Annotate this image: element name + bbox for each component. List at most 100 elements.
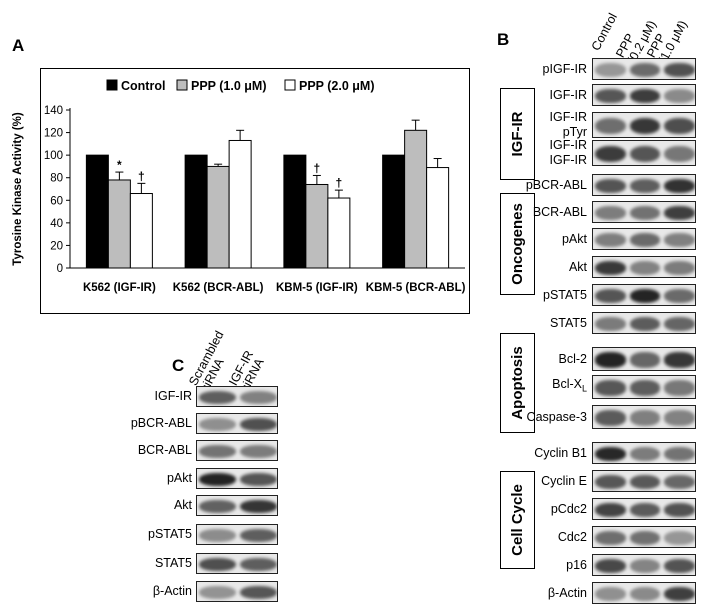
band <box>595 288 626 304</box>
y-tick-label: 0 <box>57 263 63 275</box>
band <box>629 178 661 194</box>
band <box>629 288 661 304</box>
panel-c-lane-header: Scrambled siRNA <box>186 328 227 394</box>
band <box>629 117 661 135</box>
band <box>199 472 236 487</box>
band <box>629 474 661 490</box>
band <box>240 472 277 487</box>
blot-row-label: pSTAT5 <box>148 527 192 541</box>
western-blot <box>592 554 696 576</box>
band <box>664 410 695 426</box>
band <box>664 316 695 332</box>
band <box>664 62 695 78</box>
band <box>629 586 661 602</box>
western-blot <box>592 347 696 371</box>
y-tick-label: 40 <box>50 218 63 230</box>
band <box>595 352 626 368</box>
band <box>199 390 236 405</box>
band <box>629 502 661 518</box>
bar <box>404 129 428 269</box>
band <box>199 499 236 514</box>
band <box>595 232 626 248</box>
band <box>199 444 236 459</box>
band <box>664 352 695 368</box>
blot-row-label: Cdc2 <box>557 529 587 544</box>
panel-a-letter: A <box>12 36 25 55</box>
y-tick-label: 20 <box>50 240 63 252</box>
blot-row-label: STAT5 <box>154 556 192 570</box>
western-blot <box>196 386 278 407</box>
blot-row-label: IGF-IR pTyr <box>549 110 588 139</box>
band <box>629 260 661 276</box>
bar <box>129 193 153 269</box>
blot-row-label: STAT5 <box>549 315 587 330</box>
legend-swatch <box>284 79 296 91</box>
band <box>629 62 661 78</box>
bar <box>382 154 406 269</box>
band <box>595 502 626 518</box>
group-box <box>500 88 535 180</box>
band <box>199 585 236 600</box>
bar <box>327 197 351 269</box>
panel-c-letter: C <box>172 356 185 375</box>
band <box>595 178 626 194</box>
legend-label: PPP (2.0 μM) <box>299 79 375 93</box>
band <box>595 316 626 332</box>
group-title: Oncogenes <box>508 203 526 285</box>
band <box>595 474 626 490</box>
blot-row-label: pBCR-ABL <box>130 416 192 430</box>
western-blot <box>592 228 696 250</box>
band <box>664 88 695 104</box>
band <box>199 417 236 432</box>
band <box>595 410 626 426</box>
category-label: K562 (IGF-IR) <box>83 282 156 294</box>
blot-row-label: pIGF-IR <box>542 61 587 76</box>
western-blot <box>592 140 696 166</box>
y-tick-label: 100 <box>44 150 63 162</box>
western-blot <box>592 58 696 80</box>
western-blot <box>196 524 278 545</box>
western-blot <box>592 405 696 429</box>
blot-row-label: Bcl-2 <box>558 351 587 366</box>
band <box>664 530 695 546</box>
band <box>664 288 695 304</box>
western-blot <box>196 495 278 516</box>
band <box>199 528 236 543</box>
group-title: Cell Cycle <box>508 484 526 556</box>
group-box <box>500 193 535 295</box>
band <box>629 352 661 368</box>
band <box>629 446 661 462</box>
western-blot <box>592 442 696 464</box>
y-tick-label: 120 <box>44 128 63 140</box>
bar <box>228 139 252 269</box>
band <box>240 557 277 572</box>
band <box>595 530 626 546</box>
blot-row-label: pBCR-ABL <box>525 177 587 192</box>
band <box>595 446 626 462</box>
blot-row-label: Bcl-XL <box>552 377 587 394</box>
western-blot <box>592 174 696 196</box>
western-blot <box>592 498 696 520</box>
band <box>595 117 626 135</box>
band <box>629 410 661 426</box>
blot-row-label: β-Actin <box>152 584 192 598</box>
band <box>629 380 661 396</box>
western-blot <box>592 312 696 334</box>
band <box>664 474 695 490</box>
blot-row-label: Akt <box>173 498 192 512</box>
bar <box>206 165 230 269</box>
band <box>664 178 695 194</box>
blot-row-label: pAkt <box>166 471 192 485</box>
band <box>629 145 661 163</box>
bar-chart: Control PPP (1.0 μM) PPP (2.0 μM) 0 20 40 60 80… <box>12 79 466 294</box>
band <box>629 316 661 332</box>
band <box>664 260 695 276</box>
western-blot <box>592 201 696 223</box>
bar <box>305 183 329 269</box>
western-blot <box>592 112 696 138</box>
western-blot <box>592 470 696 492</box>
blot-row-label: IGF-IR <box>549 87 588 102</box>
band <box>629 205 661 221</box>
band <box>629 88 661 104</box>
blot-row-label: Akt <box>568 259 587 274</box>
